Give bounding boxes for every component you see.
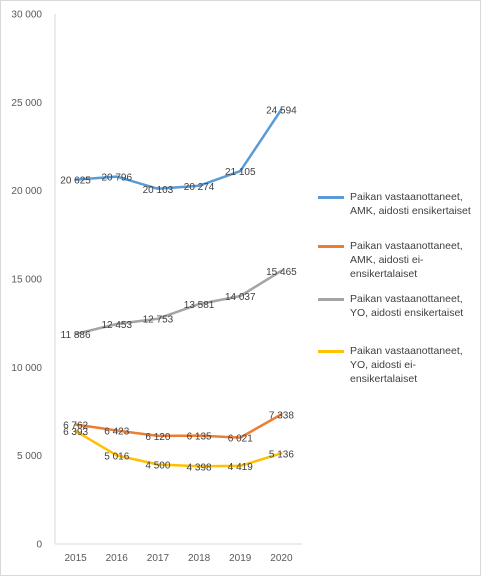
y-tick-label: 25 000 (11, 98, 42, 109)
y-tick-label: 20 000 (11, 186, 42, 197)
data-label: 20 625 (60, 176, 91, 187)
legend-swatch-yo-ei-ensikertalaiset (318, 350, 344, 353)
x-tick-label: 2020 (270, 553, 293, 564)
data-label: 4 500 (145, 461, 170, 472)
legend-label-yo-ensikertaiset: Paikan vastaanottaneet, YO, aidosti ensi… (350, 293, 464, 319)
data-label: 15 465 (266, 267, 297, 278)
series-line-1 (74, 108, 283, 191)
data-label: 21 105 (225, 167, 256, 178)
data-label: 13 581 (184, 300, 215, 311)
data-label: 6 135 (187, 432, 212, 443)
data-label: 24 594 (266, 106, 297, 117)
data-label: 6 762 (63, 421, 88, 432)
data-label: 20 103 (143, 185, 174, 196)
data-label: 20 796 (101, 173, 132, 184)
data-label: 14 037 (225, 292, 256, 303)
x-tick-label: 2018 (188, 553, 211, 564)
series-line-3 (74, 269, 283, 336)
legend-swatch-amk-ei-ensikertalaiset (318, 245, 344, 248)
data-label: 5 136 (269, 449, 294, 460)
x-tick-label: 2019 (229, 553, 252, 564)
x-tick-label: 2016 (106, 553, 129, 564)
y-tick-label: 10 000 (11, 363, 42, 374)
data-label: 7 338 (269, 410, 294, 421)
data-label: 12 753 (143, 315, 174, 326)
data-label: 4 398 (187, 462, 212, 473)
x-tick-label: 2017 (147, 553, 170, 564)
data-label: 6 423 (104, 427, 129, 438)
y-tick-label: 15 000 (11, 275, 42, 286)
x-tick-label: 2015 (64, 553, 87, 564)
y-tick-label: 30 000 (11, 10, 42, 21)
data-label: 11 886 (61, 330, 91, 341)
series-line-4 (74, 429, 283, 468)
data-label: 6 120 (145, 432, 170, 443)
legend-label-yo-ei-ensikertalaiset: Paikan vastaanottaneet, YO, aidosti ei-e… (350, 345, 463, 385)
data-label: 12 453 (101, 320, 132, 331)
data-label: 5 016 (104, 451, 129, 462)
legend-swatch-amk-ensikertaiset (318, 196, 344, 199)
series-line-2 (74, 413, 283, 439)
legend-label-amk-ei-ensikertalaiset: Paikan vastaanottaneet, AMK, aidosti ei-… (350, 240, 463, 280)
data-label: 6 393 (63, 427, 88, 438)
data-label: 20 274 (184, 182, 215, 193)
y-tick-label: 0 (36, 540, 42, 551)
data-label: 4 419 (228, 462, 253, 473)
data-label: 6 021 (228, 434, 253, 445)
legend-label-amk-ensikertaiset: Paikan vastaanottaneet, AMK, aidosti ens… (350, 191, 471, 217)
legend-swatch-yo-ensikertaiset (318, 298, 344, 301)
y-tick-label: 5 000 (17, 451, 42, 462)
